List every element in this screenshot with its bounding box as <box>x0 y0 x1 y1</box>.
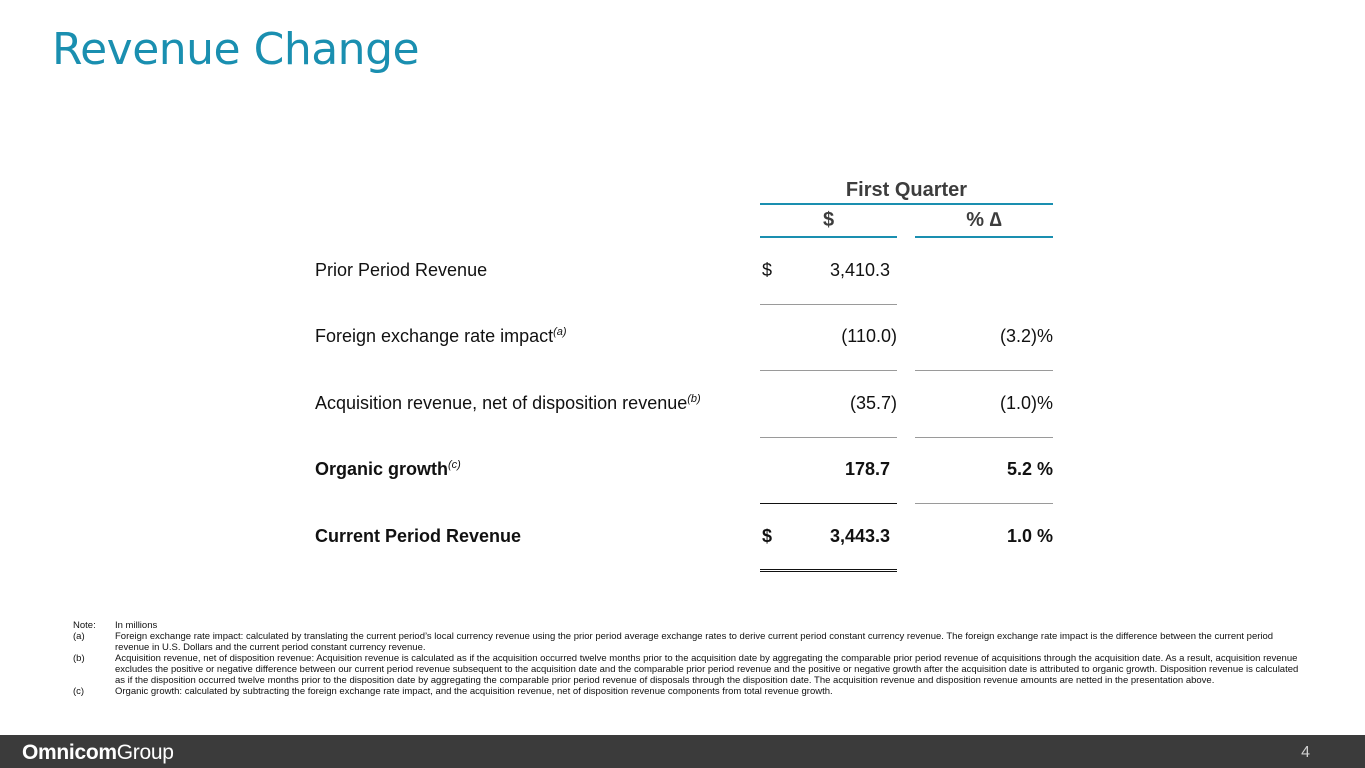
row-label-text: Current Period Revenue <box>315 526 522 546</box>
page-title: Revenue Change <box>52 24 420 75</box>
row-currency-current: $ <box>762 526 773 546</box>
row-pct-fx: (3.2)% <box>999 326 1053 346</box>
omnicom-group-logo: OmnicomGroup <box>22 741 174 765</box>
row-rule <box>915 370 1053 371</box>
row-rule <box>760 503 897 504</box>
row-label-fx-impact: Foreign exchange rate impact(a) <box>315 326 567 347</box>
row-pct-acquisition: (1.0)% <box>999 393 1053 413</box>
row-rule <box>915 503 1053 504</box>
row-rule <box>760 370 897 371</box>
period-header-rule <box>760 203 1053 205</box>
row-rule <box>915 437 1053 438</box>
column-header-rule-percent <box>915 236 1053 238</box>
footnote-c: (c) Organic growth: calculated by subtra… <box>73 686 1303 697</box>
revenue-table: First Quarter $ % ∆ Prior Period Revenue… <box>315 179 1053 572</box>
row-pct-current: 1.0 % <box>1006 526 1053 546</box>
total-double-rule <box>760 569 897 572</box>
row-amount-current: 3,443.3 <box>829 526 890 546</box>
row-label-text: Acquisition revenue, net of disposition … <box>315 393 688 413</box>
period-header: First Quarter <box>845 179 968 201</box>
row-rule <box>760 437 897 438</box>
footnote-key: (a) <box>73 631 85 642</box>
footnotes: Note: In millions (a) Foreign exchange r… <box>73 620 1303 697</box>
footnote-text: In millions <box>115 620 158 631</box>
footnote-text: Acquisition revenue, net of disposition … <box>115 653 1299 686</box>
footnote-key: (c) <box>73 686 85 697</box>
row-amount-fx: (110.0) <box>841 326 897 346</box>
row-pct-organic: 5.2 % <box>1006 459 1053 479</box>
footnote-marker: (c) <box>448 459 461 471</box>
footnote-text: Organic growth: calculated by subtractin… <box>115 686 833 697</box>
footnote-note: Note: In millions <box>73 620 1303 631</box>
footnote-a: (a) Foreign exchange rate impact: calcul… <box>73 631 1303 653</box>
row-label-text: Organic growth <box>315 459 449 479</box>
row-label-prior-period-revenue: Prior Period Revenue <box>315 260 487 281</box>
page-number: 4 <box>1301 744 1310 761</box>
row-label-text: Prior Period Revenue <box>315 260 488 280</box>
row-amount-prior: 3,410.3 <box>829 260 890 280</box>
column-header-rule-dollar <box>760 236 897 238</box>
footnote-text: Foreign exchange rate impact: calculated… <box>115 631 1274 653</box>
row-label-text: Foreign exchange rate impact <box>315 326 554 346</box>
logo-bold-text: Omnicom <box>22 741 117 764</box>
row-currency-prior: $ <box>762 260 773 280</box>
footnote-key: (b) <box>73 653 85 664</box>
row-amount-acquisition: (35.7) <box>849 393 897 413</box>
footnote-marker: (b) <box>687 393 701 405</box>
row-rule <box>760 304 897 305</box>
footnote-b: (b) Acquisition revenue, net of disposit… <box>73 653 1303 686</box>
column-header-dollar: $ <box>822 209 835 231</box>
footnote-key: Note: <box>73 620 96 631</box>
row-label-organic-growth: Organic growth(c) <box>315 459 461 480</box>
column-header-percent-change: % ∆ <box>966 209 1002 231</box>
footnote-marker: (a) <box>553 326 567 338</box>
logo-light-text: Group <box>116 741 174 764</box>
row-amount-organic: 178.7 <box>844 459 890 479</box>
row-label-current-period-revenue: Current Period Revenue <box>315 526 521 547</box>
footer-bar: OmnicomGroup 4 <box>0 735 1365 768</box>
row-label-acquisition-revenue: Acquisition revenue, net of disposition … <box>315 393 701 414</box>
